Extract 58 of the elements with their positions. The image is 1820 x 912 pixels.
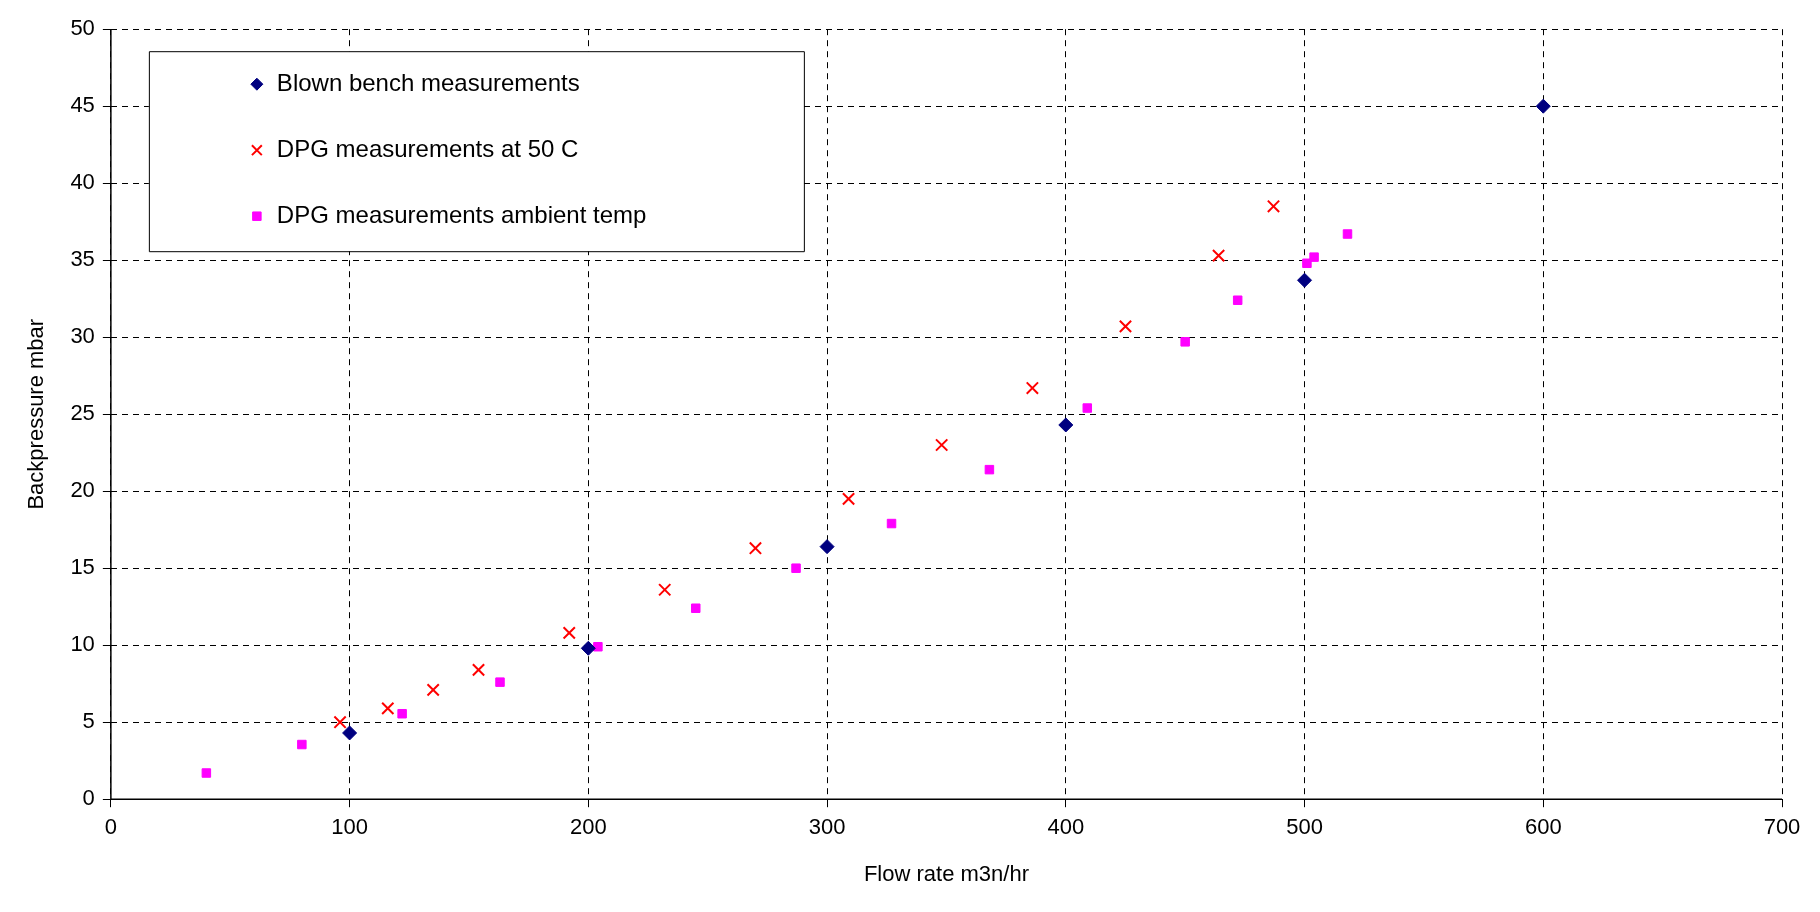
y-tick-label: 50 (70, 15, 95, 41)
x-axis-title: Flow rate m3n/hr (863, 860, 1029, 886)
point (1266, 199, 1281, 213)
point (1302, 258, 1312, 269)
x-tick-label: 100 (331, 814, 368, 840)
point (342, 725, 358, 741)
point (397, 708, 407, 719)
y-tick-label: 25 (70, 400, 95, 426)
legend-label: Blown bench measurements (276, 68, 580, 96)
point (580, 640, 596, 656)
point (1082, 403, 1093, 413)
y-tick-label: 40 (70, 169, 95, 195)
x-tick-label: 600 (1524, 814, 1562, 840)
point (593, 642, 603, 652)
point (748, 541, 763, 555)
point (495, 677, 505, 687)
point (1342, 229, 1353, 239)
point (691, 603, 701, 613)
point (819, 539, 835, 555)
point (1118, 319, 1133, 334)
point (381, 701, 395, 715)
point (1309, 252, 1319, 262)
y-tick-label: 5 (82, 708, 95, 734)
y-tick-label: 35 (70, 246, 95, 272)
x-tick-label: 400 (1047, 814, 1085, 840)
legend-label: DPG measurements at 50 C (276, 134, 579, 162)
y-tick-label: 10 (70, 631, 95, 657)
y-tick-label: 20 (70, 477, 95, 503)
point (1297, 272, 1313, 288)
legend-label: DPG measurements ambient temp (276, 200, 647, 228)
point (297, 739, 307, 750)
point (841, 492, 856, 506)
y-tick-label: 30 (70, 323, 95, 349)
point (886, 518, 897, 529)
point (1232, 295, 1243, 305)
point (658, 583, 672, 597)
point (935, 438, 949, 452)
y-tick-label: 15 (70, 554, 95, 580)
y-tick-label: 45 (70, 92, 95, 118)
point (1211, 248, 1226, 263)
point (1535, 98, 1551, 114)
y-tick-label: 0 (82, 785, 95, 811)
point (1058, 417, 1074, 433)
point (1025, 381, 1040, 395)
x-tick-label: 300 (808, 814, 846, 840)
point (426, 683, 440, 697)
point (984, 464, 995, 475)
point (471, 663, 486, 677)
y-axis-title: Backpressure mbar (23, 318, 49, 510)
point (333, 715, 347, 729)
point (201, 768, 212, 778)
x-tick-label: 200 (569, 814, 607, 840)
point (1180, 337, 1190, 347)
x-tick-label: 0 (104, 814, 117, 840)
x-tick-label: 700 (1763, 814, 1801, 840)
point (562, 626, 576, 640)
x-tick-label: 500 (1286, 814, 1323, 840)
point (791, 563, 801, 573)
